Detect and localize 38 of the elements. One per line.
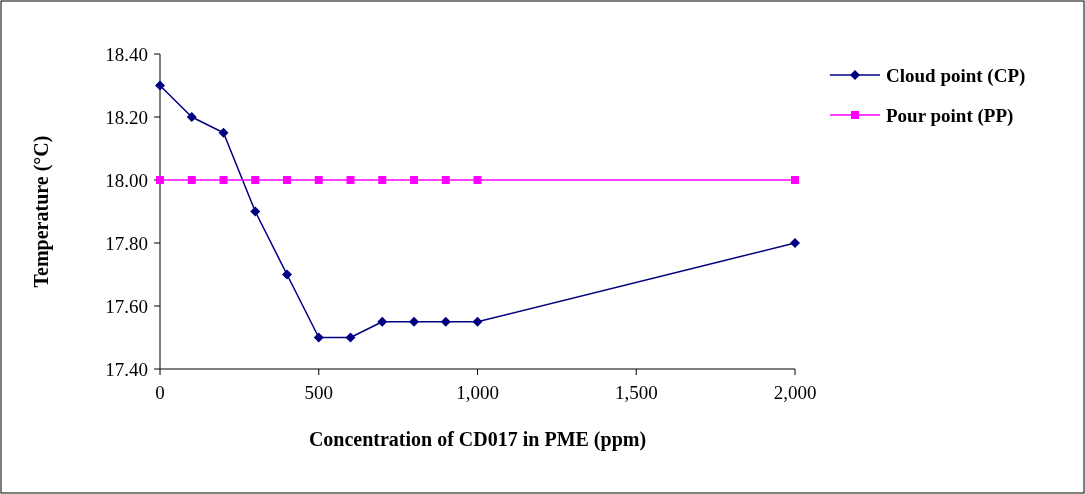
y-tick-label: 17.80: [105, 232, 148, 254]
point: [473, 176, 482, 184]
y-tick-label: 18.20: [105, 106, 148, 128]
point: [313, 332, 324, 343]
y-tick-label: 18.40: [105, 43, 148, 65]
x-tick-label: 1,500: [614, 382, 658, 403]
point: [218, 127, 229, 138]
point: [440, 316, 451, 327]
point: [791, 176, 799, 184]
point: [314, 176, 323, 184]
point: [187, 176, 196, 184]
point: [410, 176, 418, 184]
x-tick-label: 2,000: [773, 382, 817, 403]
point: [409, 316, 419, 327]
x-tick-label: 500: [304, 382, 333, 403]
point: [250, 206, 261, 217]
point: [345, 332, 356, 343]
point: [346, 176, 355, 184]
point: [282, 269, 292, 280]
point: [377, 316, 388, 327]
point: [472, 316, 483, 327]
y-tick-label: 17.60: [105, 295, 148, 317]
point: [283, 176, 291, 184]
y-tick-label: 18.00: [105, 169, 148, 191]
point: [186, 112, 197, 122]
point: [251, 176, 260, 184]
x-axis-title: Concentration of CD017 in PME (ppm): [308, 428, 647, 451]
y-tick-label: 17.40: [105, 358, 148, 380]
legend-label: Cloud point (CP): [886, 64, 1026, 87]
x-tick-label: 0: [155, 382, 165, 403]
y-axis-title: Temperature (°C): [30, 135, 53, 288]
x-tick-label: 1,000: [456, 382, 499, 403]
point: [441, 176, 450, 184]
legend-label: Pour point (PP): [886, 104, 1014, 127]
point: [378, 176, 387, 184]
point: [790, 238, 800, 248]
point: [219, 176, 228, 184]
point: [155, 80, 165, 91]
